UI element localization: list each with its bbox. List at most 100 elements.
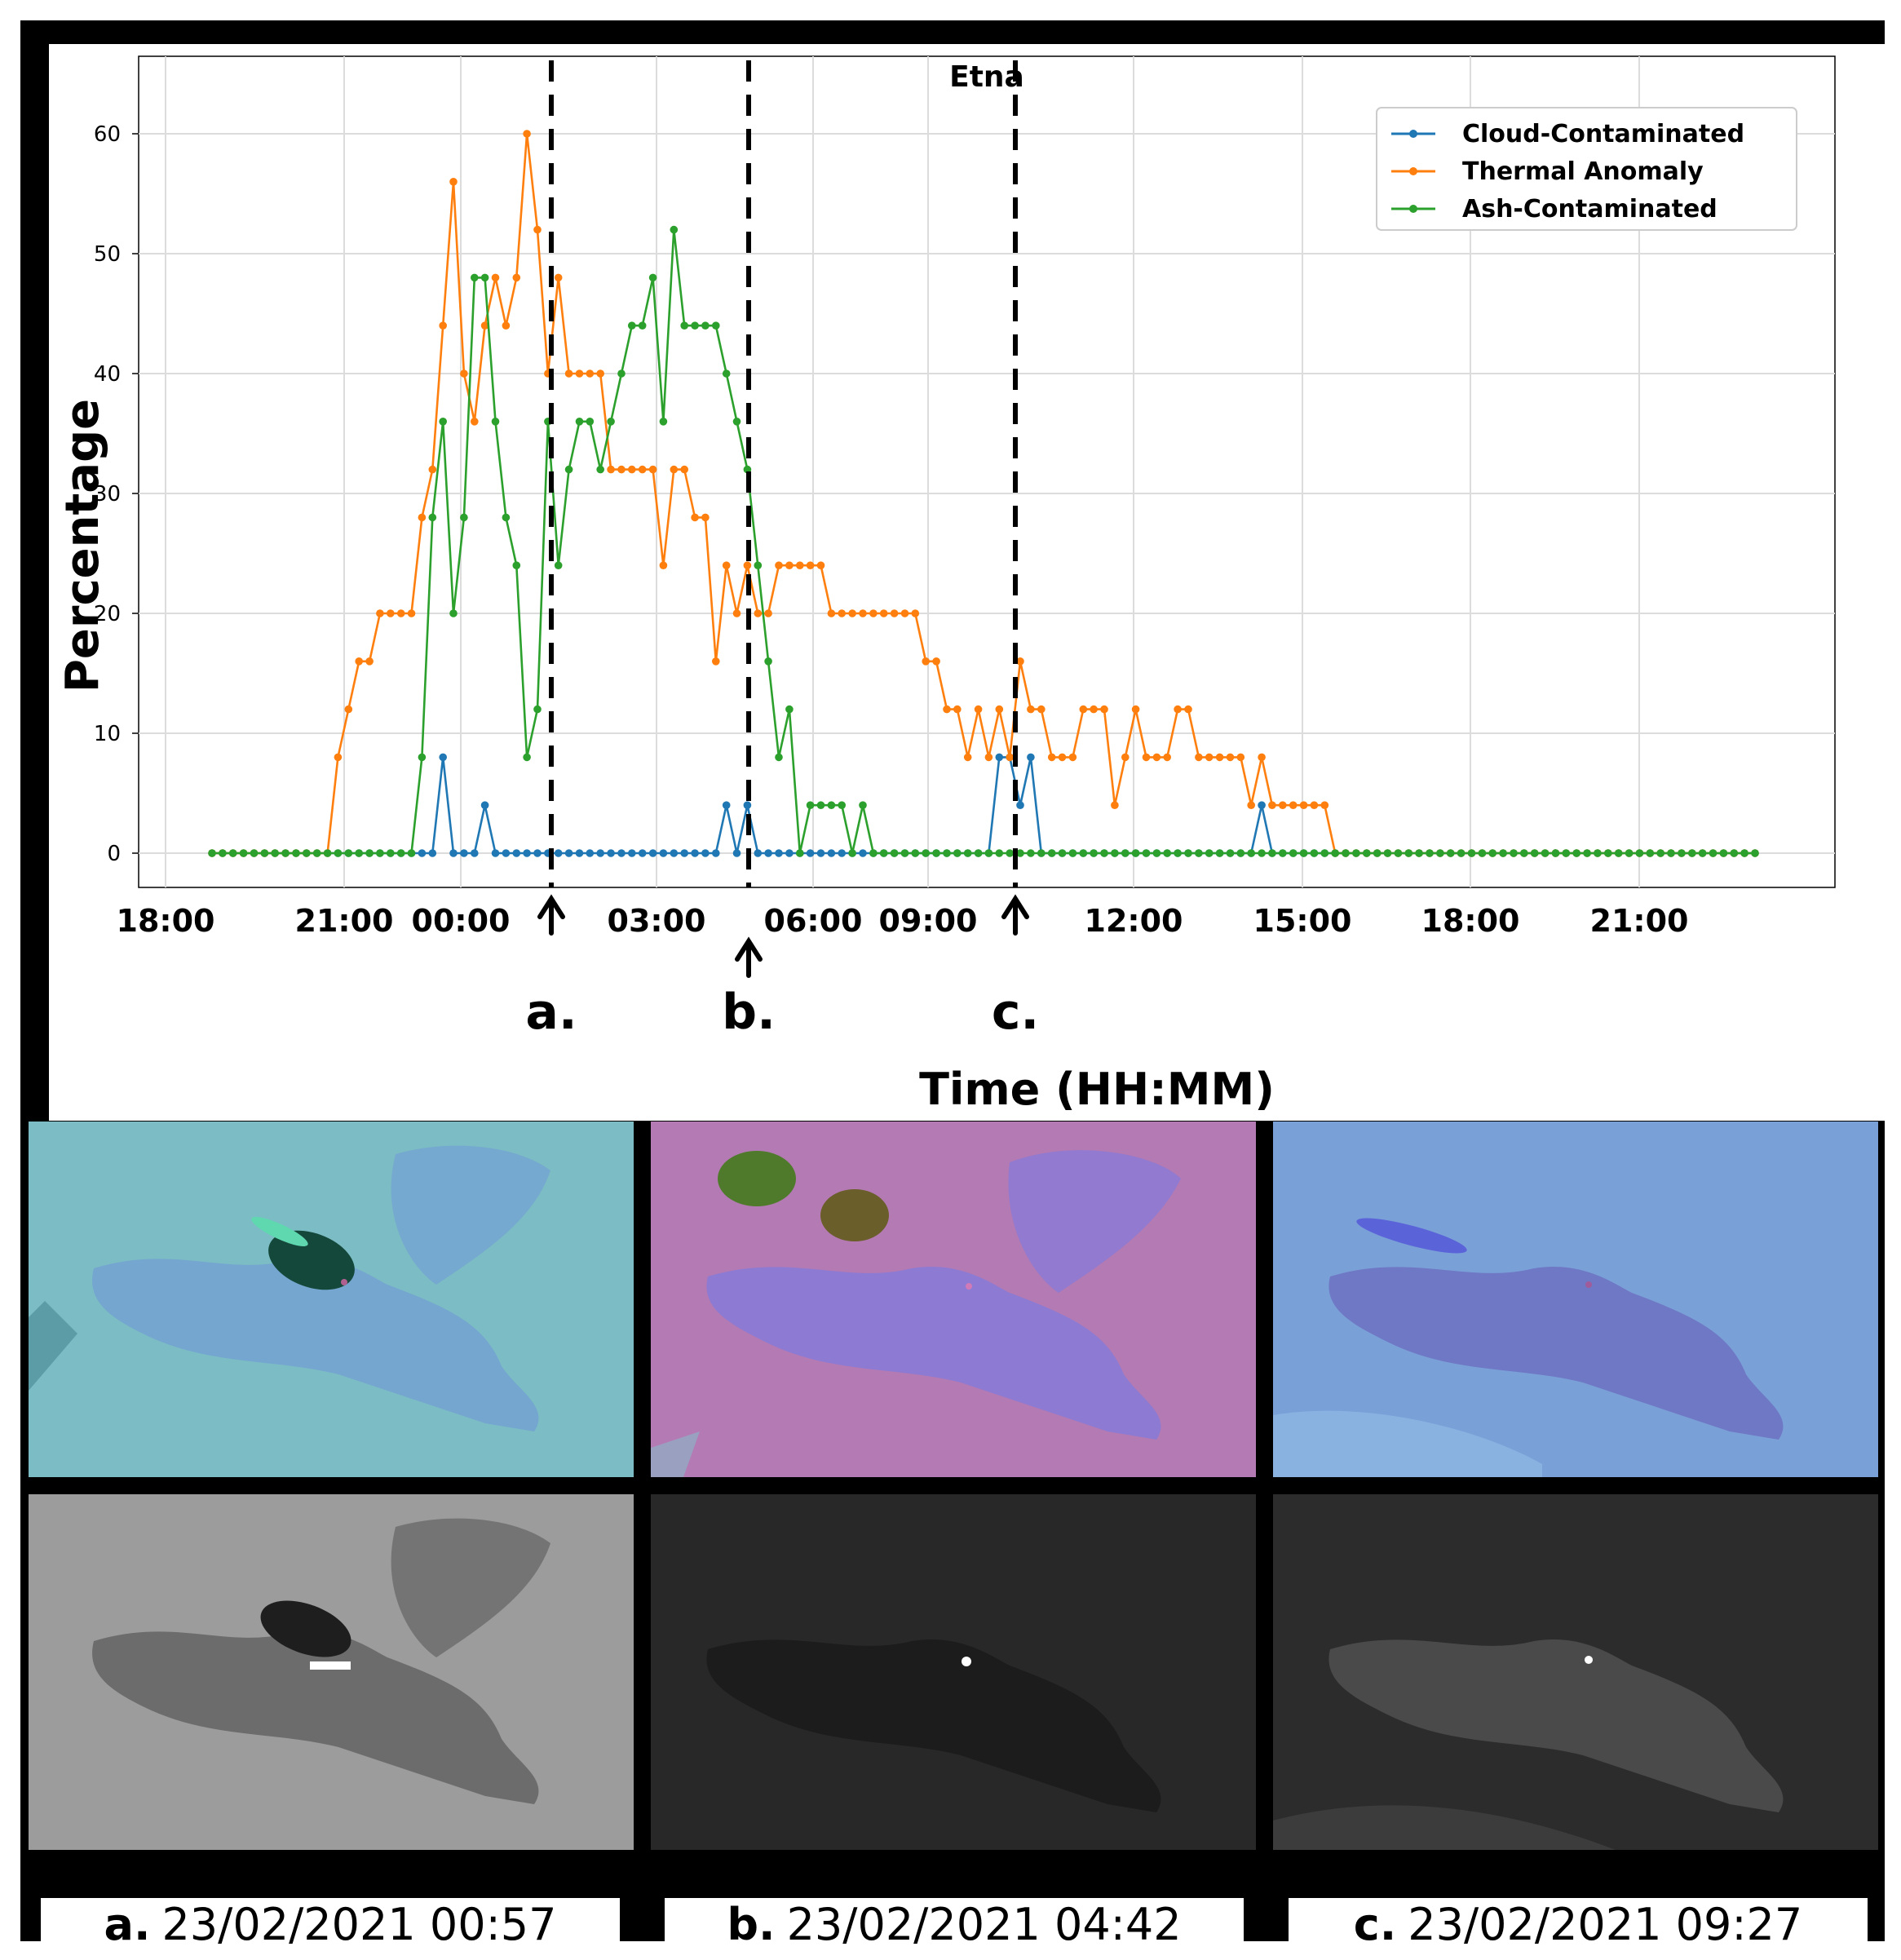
data-point (586, 849, 595, 857)
x-tick-label: 21:00 (295, 903, 394, 939)
data-point (1184, 705, 1192, 714)
data-point (596, 849, 604, 857)
data-point (1279, 801, 1287, 809)
data-point (859, 609, 867, 617)
data-point (775, 849, 783, 857)
data-point (848, 609, 856, 617)
event-arrow-icon (735, 936, 763, 978)
data-point (722, 801, 731, 809)
data-point (1320, 801, 1329, 809)
data-point (365, 657, 374, 666)
data-point (292, 849, 300, 857)
data-point (701, 321, 710, 330)
data-point (838, 609, 846, 617)
chart-title: Etna (949, 60, 1024, 94)
data-point (1373, 849, 1382, 857)
x-tick-label: 06:00 (764, 903, 863, 939)
data-point (1310, 801, 1319, 809)
data-point (1205, 849, 1214, 857)
data-point (932, 849, 940, 857)
data-point (785, 705, 794, 714)
data-point (838, 801, 846, 809)
x-tick-label: 15:00 (1253, 903, 1352, 939)
data-point (1457, 849, 1466, 857)
data-point (1215, 753, 1224, 762)
legend-entry: Cloud-Contaminated (1462, 120, 1744, 148)
data-point (502, 513, 511, 522)
legend-marker-icon (1409, 205, 1417, 213)
data-point (1299, 801, 1308, 809)
data-point (250, 849, 259, 857)
data-point (449, 178, 458, 186)
data-point (575, 418, 584, 426)
data-point (239, 849, 248, 857)
data-point (271, 849, 280, 857)
data-point (1289, 801, 1298, 809)
y-tick-label: 20 (94, 602, 121, 626)
x-tick-label: 00:00 (412, 903, 511, 939)
data-point (1614, 849, 1623, 857)
data-point (512, 849, 521, 857)
data-point (1047, 849, 1056, 857)
data-point (1236, 849, 1245, 857)
legend-box (1376, 107, 1797, 231)
data-point (228, 849, 237, 857)
data-point (1310, 849, 1319, 857)
data-point (523, 849, 531, 857)
data-point (1667, 849, 1675, 857)
data-point (701, 849, 710, 857)
data-point (1446, 849, 1455, 857)
data-point (439, 753, 447, 762)
data-point (480, 801, 489, 809)
data-point (732, 418, 741, 426)
data-point (670, 225, 679, 234)
y-tick-label: 60 (94, 122, 121, 147)
data-point (334, 849, 343, 857)
data-point (1604, 849, 1612, 857)
data-point (859, 801, 867, 809)
data-point (1541, 849, 1550, 857)
caption-a-letter: a. (104, 1898, 151, 1950)
data-point (764, 657, 772, 666)
data-point (596, 465, 604, 474)
data-point (670, 465, 679, 474)
caption-b-letter: b. (727, 1898, 776, 1950)
data-point (712, 849, 720, 857)
data-point (471, 273, 479, 282)
data-point (638, 321, 647, 330)
data-point (1100, 705, 1108, 714)
data-point (785, 561, 794, 569)
data-point (1016, 849, 1024, 857)
data-point (911, 609, 920, 617)
data-point (754, 609, 763, 617)
data-point (974, 705, 983, 714)
data-point (659, 561, 668, 569)
data-point (722, 561, 731, 569)
series-line-2 (212, 228, 1755, 855)
data-point (1530, 849, 1539, 857)
data-point (1258, 753, 1266, 762)
data-point (691, 849, 699, 857)
data-point (754, 561, 763, 569)
y-tick-label: 10 (94, 722, 121, 746)
data-point (460, 849, 468, 857)
data-point (628, 321, 636, 330)
data-point (303, 849, 311, 857)
data-point (533, 225, 542, 234)
data-point (1320, 849, 1329, 857)
data-point (1027, 705, 1035, 714)
data-point (376, 849, 384, 857)
caption-a: a. 23/02/2021 00:57 (41, 1898, 620, 1950)
caption-b: b. 23/02/2021 04:42 (665, 1898, 1244, 1950)
data-point (1205, 753, 1214, 762)
data-point (722, 369, 731, 378)
data-point (1678, 849, 1686, 857)
data-point (564, 465, 573, 474)
data-point (732, 609, 741, 617)
data-point (659, 849, 668, 857)
data-point (869, 849, 878, 857)
data-point (418, 849, 427, 857)
data-point (1656, 849, 1664, 857)
data-point (900, 609, 909, 617)
data-point (1436, 849, 1444, 857)
